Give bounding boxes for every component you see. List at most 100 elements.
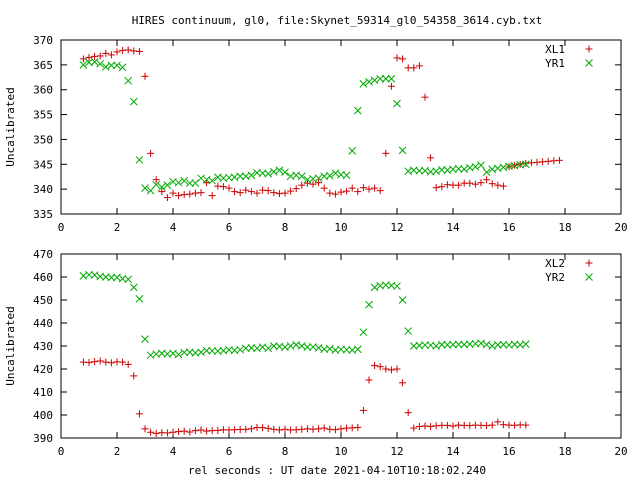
- data-point: [147, 428, 155, 436]
- data-point: [175, 192, 183, 200]
- data-point: [141, 425, 149, 433]
- data-point: [158, 188, 166, 196]
- y-tick-label: 400: [33, 409, 53, 422]
- data-point: [376, 363, 384, 371]
- data-point: [113, 48, 121, 56]
- x-tick-label: 12: [390, 221, 403, 234]
- data-point: [370, 76, 379, 85]
- data-point: [393, 365, 401, 373]
- data-point: [297, 172, 306, 181]
- data-point: [343, 187, 351, 195]
- data-point: [365, 300, 373, 309]
- data-point: [348, 184, 356, 192]
- legend-label: XL2: [545, 257, 565, 270]
- data-point: [521, 340, 530, 349]
- y-tick-label: 440: [33, 317, 53, 330]
- data-point: [460, 165, 469, 174]
- y-tick-label: 360: [33, 84, 53, 97]
- data-point: [119, 358, 127, 366]
- data-point: [521, 160, 530, 169]
- y-tick-label: 390: [33, 432, 53, 445]
- data-point: [387, 74, 396, 83]
- data-point: [129, 97, 138, 106]
- data-point: [147, 149, 155, 157]
- x-tick-label: 0: [58, 221, 65, 234]
- data-point: [353, 345, 362, 354]
- data-point: [371, 184, 379, 192]
- chart-title: HIRES continuum, gl0, file:Skynet_59314_…: [132, 14, 543, 27]
- data-point: [186, 428, 194, 436]
- data-point: [477, 179, 485, 187]
- data-point: [169, 428, 177, 436]
- data-point: [348, 147, 357, 155]
- data-point: [309, 180, 317, 188]
- data-point: [393, 99, 401, 108]
- data-point: [342, 171, 351, 180]
- data-point: [354, 423, 362, 431]
- data-point: [421, 93, 429, 101]
- data-point: [118, 63, 127, 72]
- x-tick-label: 14: [446, 445, 460, 458]
- legend-marker: [585, 259, 593, 267]
- x-tick-label: 2: [114, 445, 121, 458]
- data-point: [135, 294, 144, 303]
- data-point: [270, 425, 278, 433]
- data-point: [399, 55, 407, 63]
- y-tick-label: 345: [33, 158, 53, 171]
- data-point: [180, 427, 188, 435]
- y-tick-label: 410: [33, 386, 53, 399]
- data-point: [359, 79, 368, 88]
- data-point: [466, 179, 474, 187]
- legend-label: XL1: [545, 43, 565, 56]
- data-point: [404, 327, 413, 335]
- y-axis-label: Uncalibrated: [4, 306, 17, 385]
- data-point: [79, 61, 88, 69]
- data-point: [382, 365, 390, 373]
- data-point: [135, 47, 143, 55]
- data-point: [432, 184, 440, 192]
- data-point: [247, 188, 255, 196]
- data-point: [443, 421, 451, 429]
- data-point: [169, 189, 177, 197]
- data-point: [197, 174, 205, 183]
- series-XL1: [79, 46, 563, 202]
- data-point: [113, 61, 121, 70]
- y-tick-label: 350: [33, 133, 53, 146]
- data-point: [471, 162, 480, 171]
- x-tick-label: 16: [502, 221, 515, 234]
- data-point: [398, 296, 407, 304]
- data-point: [236, 172, 245, 181]
- x-tick-label: 8: [282, 221, 289, 234]
- data-point: [320, 424, 328, 432]
- data-point: [365, 185, 373, 193]
- data-point: [141, 72, 149, 80]
- x-tick-label: 18: [558, 445, 571, 458]
- x-tick-label: 18: [558, 221, 571, 234]
- data-point: [96, 60, 105, 68]
- data-point: [455, 181, 463, 189]
- data-point: [427, 423, 435, 430]
- data-point: [91, 358, 99, 366]
- data-point: [247, 171, 256, 180]
- data-point: [382, 149, 390, 157]
- data-point: [185, 179, 194, 188]
- data-point: [281, 425, 289, 433]
- data-point: [135, 410, 143, 418]
- y-tick-label: 450: [33, 294, 53, 307]
- data-point: [186, 190, 194, 198]
- data-point: [555, 156, 563, 164]
- y-tick-label: 420: [33, 363, 53, 376]
- x-tick-label: 16: [502, 445, 515, 458]
- x-tick-label: 4: [170, 445, 177, 458]
- series-YR2: [79, 270, 530, 360]
- y-tick-label: 470: [33, 248, 53, 261]
- data-point: [96, 52, 104, 60]
- data-point: [331, 169, 340, 178]
- data-point: [163, 429, 171, 437]
- data-point: [197, 426, 205, 434]
- data-point: [191, 427, 199, 435]
- data-point: [331, 190, 339, 198]
- data-point: [404, 409, 412, 417]
- data-point: [96, 357, 104, 365]
